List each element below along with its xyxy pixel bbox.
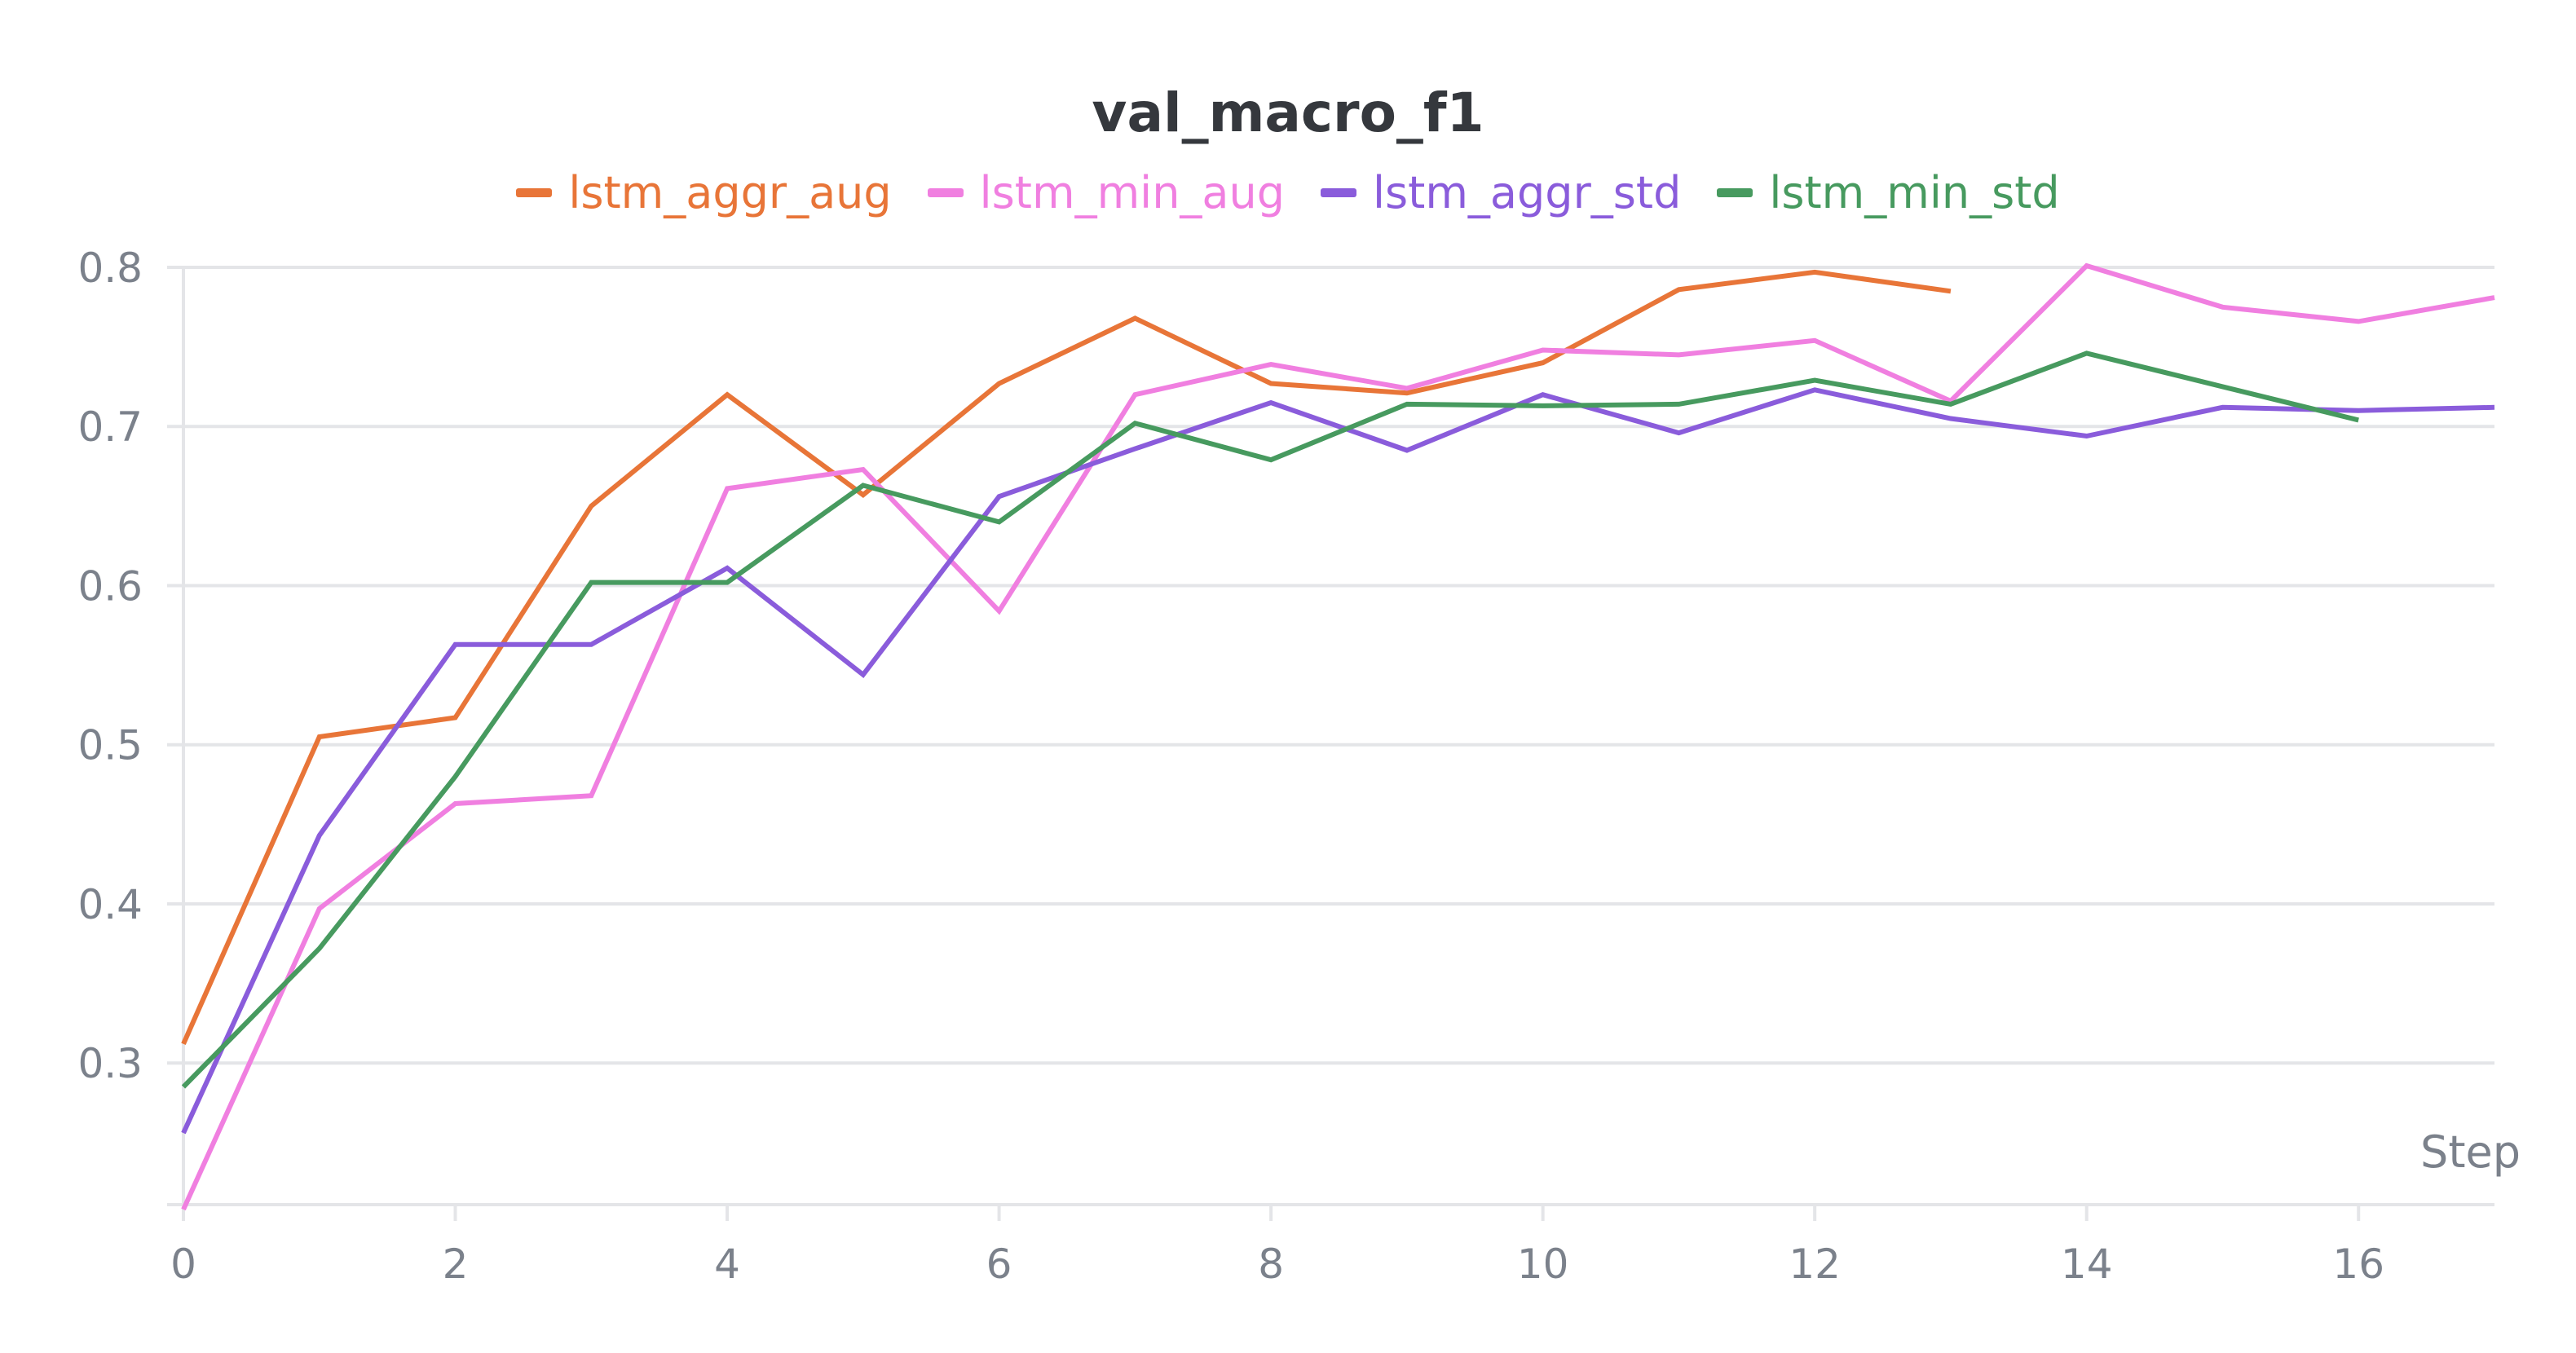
legend-label: lstm_aggr_std	[1373, 167, 1682, 218]
x-tick-label: 12	[1789, 1241, 1841, 1288]
y-tick-label: 0.5	[77, 722, 143, 769]
x-tick-label: 8	[1258, 1241, 1284, 1288]
x-tick-label: 2	[443, 1241, 469, 1288]
series-lines	[181, 262, 2495, 1211]
y-tick-label: 0.4	[77, 881, 143, 928]
series-line-lstm_min_aug[interactable]	[181, 262, 2495, 1211]
y-axis-ticks: 0.3 0.4 0.5 0.6 0.7 0.8	[77, 245, 143, 1087]
series-line-lstm_aggr_std[interactable]	[181, 387, 2495, 1135]
legend-swatch-icon	[1717, 188, 1753, 197]
legend: lstm_aggr_aug lstm_min_aug lstm_aggr_std…	[0, 167, 2576, 218]
legend-swatch-icon	[1321, 188, 1357, 197]
x-axis-title: Step	[2420, 1126, 2521, 1178]
chart-title: val_macro_f1	[1092, 82, 1484, 144]
y-tick-label: 0.3	[77, 1040, 143, 1087]
x-tick-label: 0	[170, 1241, 196, 1288]
x-tick-label: 10	[1517, 1241, 1569, 1288]
legend-swatch-icon	[927, 188, 964, 197]
legend-item-lstm-aggr-aug[interactable]: lstm_aggr_aug	[516, 167, 892, 218]
series-line-lstm_min_std[interactable]	[181, 350, 2359, 1089]
legend-item-lstm-min-std[interactable]: lstm_min_std	[1717, 167, 2060, 218]
series-line-lstm_aggr_aug[interactable]	[181, 269, 1952, 1046]
x-tick-label: 4	[714, 1241, 740, 1288]
legend-label: lstm_min_aug	[979, 167, 1286, 218]
y-tick-label: 0.7	[77, 403, 143, 451]
legend-swatch-icon	[516, 188, 553, 197]
gridlines	[167, 266, 2494, 1221]
y-tick-label: 0.6	[77, 562, 143, 610]
legend-item-lstm-aggr-std[interactable]: lstm_aggr_std	[1321, 167, 1681, 218]
x-tick-label: 16	[2332, 1241, 2384, 1288]
x-tick-label: 14	[2061, 1241, 2113, 1288]
legend-label: lstm_aggr_aug	[568, 167, 892, 218]
legend-label: lstm_min_std	[1769, 167, 2060, 218]
x-axis-ticks: 0 2 4 6 8 10 12 14 16	[170, 1241, 2384, 1288]
x-tick-label: 6	[986, 1241, 1012, 1288]
y-tick-label: 0.8	[77, 245, 143, 292]
legend-item-lstm-min-aug[interactable]: lstm_min_aug	[927, 167, 1286, 218]
